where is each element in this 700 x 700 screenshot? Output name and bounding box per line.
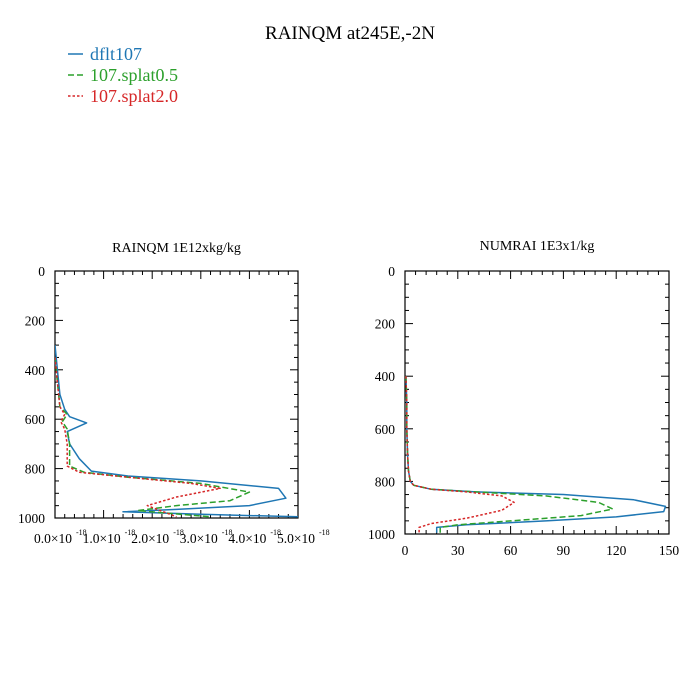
series-line-dflt107 [55,345,298,518]
x-tick-mantissa: 1.0×10 [83,531,121,546]
x-tick-label: 3.0×10 -18 [180,528,233,546]
y-tick-label: 400 [25,363,46,378]
y-tick-label: 1000 [368,527,395,542]
legend-item: dflt107 [68,44,142,64]
x-tick-label: 120 [606,543,627,558]
series-line-107.splat0.5 [55,357,251,518]
x-tick-exponent: -18 [319,528,330,537]
y-tick-label: 800 [375,474,396,489]
legend-item: 107.splat2.0 [68,86,178,106]
y-tick-label: 0 [388,264,395,279]
legend-item: 107.splat0.5 [68,65,178,85]
series-line-107.splat2.0 [55,357,221,518]
y-tick-label: 1000 [18,511,45,526]
x-tick-label: 2.0×10 -18 [131,528,184,546]
series-group [55,345,298,518]
series-line-107.splat2.0 [405,376,515,533]
x-tick-mantissa: 0.0×10 [34,531,72,546]
x-tick-label: 0.0×10 -18 [34,528,87,546]
x-tick-mantissa: 2.0×10 [131,531,169,546]
x-tick-label: 60 [504,543,518,558]
plot-frame [54,270,299,519]
x-tick-exponent: -18 [76,528,87,537]
legend-label: 107.splat2.0 [90,86,178,106]
series-line-dflt107 [405,376,667,533]
y-tick-label: 0 [38,264,45,279]
y-tick-label: 600 [25,412,46,427]
x-tick-label: 150 [659,543,680,558]
y-tick-label: 400 [375,369,396,384]
x-tick-exponent: -18 [222,528,233,537]
y-tick-label: 200 [25,313,46,328]
x-tick-label: 4.0×10 -18 [228,528,281,546]
plot-frame [404,270,670,535]
x-tick-mantissa: 4.0×10 [228,531,266,546]
x-tick-mantissa: 5.0×10 [277,531,315,546]
y-tick-label: 800 [25,462,46,477]
x-tick-mantissa: 3.0×10 [180,531,218,546]
series-line-107.splat0.5 [405,376,614,533]
x-tick-exponent: -18 [125,528,136,537]
x-tick-label: 0 [402,543,409,558]
x-tick-label: 5.0×10 -18 [277,528,330,546]
legend-label: dflt107 [90,44,142,64]
panel-title: RAINQM 1E12xkg/kg [112,241,241,256]
x-tick-exponent: -18 [173,528,184,537]
x-tick-label: 90 [557,543,571,558]
x-tick-label: 30 [451,543,465,558]
chart-panel-rainqm: RAINQM 1E12xkg/kg 0 200 400 600 800 1000 0.0×10… [18,241,330,546]
y-tick-label: 600 [375,422,396,437]
series-group [405,376,667,533]
x-tick-exponent: -18 [270,528,281,537]
x-tick-label: 1.0×10 -18 [83,528,136,546]
y-tick-label: 200 [375,317,396,332]
panel-title: NUMRAI 1E3x1/kg [480,239,595,254]
legend-label: 107.splat0.5 [90,65,178,85]
page-title: RAINQM at245E,-2N [265,23,435,44]
legend: dflt107 107.splat0.5 107.splat2.0 [68,44,178,106]
chart-panel-numrai: NUMRAI 1E3x1/kg 0 200 400 600 800 1000 0 30 60 90 1… [368,239,679,558]
